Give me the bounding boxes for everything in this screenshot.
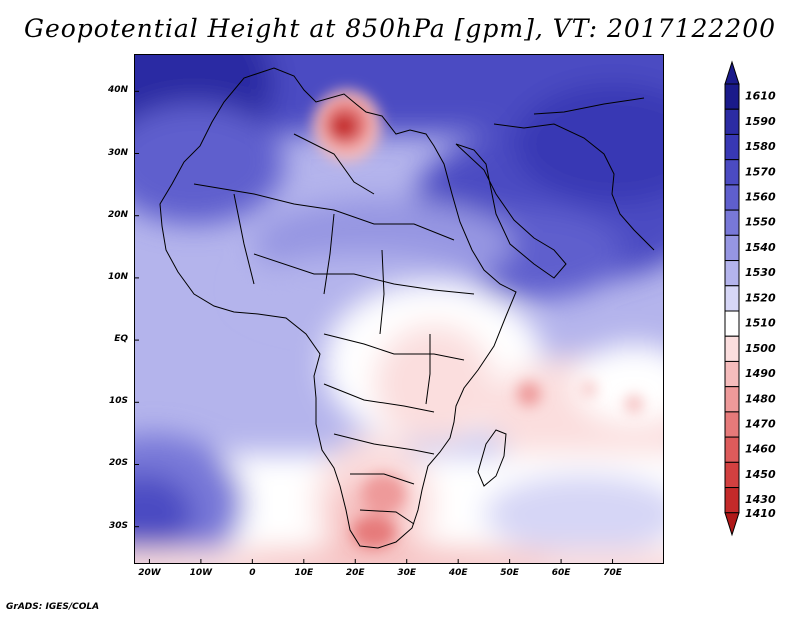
colorbar-label: 1520 — [745, 291, 776, 304]
colorbar-swatch — [724, 436, 740, 463]
colorbar-label: 1590 — [745, 115, 776, 128]
lat-tick-label: 10N — [107, 271, 128, 282]
lon-tick-label: 20W — [138, 568, 161, 578]
colorbar-label: 1480 — [745, 392, 776, 405]
colorbar-swatch — [724, 234, 740, 262]
colorbar-swatch — [724, 159, 740, 186]
lon-tick-label: 10W — [189, 568, 213, 578]
colorbar-swatch — [724, 487, 740, 514]
colorbar-swatch — [724, 310, 740, 337]
axis-ticks — [134, 90, 614, 564]
colorbar-label: 1490 — [745, 367, 776, 380]
colorbar-label: 1530 — [745, 266, 776, 279]
lon-tick-label: 10E — [294, 568, 314, 578]
colorbar-label: 1510 — [745, 317, 776, 330]
colorbar-swatch — [724, 360, 740, 388]
lon-tick-label: 20E — [345, 568, 365, 578]
colorbar-label: 1500 — [745, 342, 776, 355]
lat-tick-label: 30S — [108, 520, 128, 531]
lon-tick-label: 60E — [551, 568, 571, 578]
map-frame — [134, 54, 664, 564]
colorbar-label: 1470 — [745, 418, 776, 431]
lon-tick-label: 30E — [397, 568, 417, 578]
colorbar-top-arrow — [724, 60, 740, 85]
colorbar-swatch — [724, 184, 740, 211]
colorbar-swatch — [724, 411, 740, 438]
coastlines — [159, 67, 655, 549]
map-panel: 40N 30N 20N 10N EQ 10S 20S 30S 20W 10W 0 10E 20E 30E… — [108, 54, 664, 578]
geopotential-map — [134, 54, 664, 564]
lat-tick-label: 20N — [107, 209, 128, 220]
colorbar-swatch — [724, 83, 740, 110]
colorbar-swatch — [724, 260, 740, 287]
colorbar-swatch — [724, 386, 740, 413]
colorbar-label: 1570 — [745, 165, 776, 178]
colorbar-label: 1540 — [745, 241, 776, 254]
footer-credit: GrADS: IGES/COLA — [6, 602, 100, 612]
colorbar-label: 1550 — [745, 216, 776, 229]
colorbar-label: 1610 — [745, 90, 776, 103]
colorbar-bottom-arrow — [724, 512, 740, 537]
lat-tick-label: 30N — [107, 147, 128, 158]
colorbar-label: 1410 — [745, 507, 776, 520]
height-field — [134, 54, 664, 564]
lat-tick-label: EQ — [114, 334, 128, 345]
colorbar-label: 1560 — [745, 191, 776, 204]
colorbar-swatch — [724, 461, 740, 489]
lat-tick-label: 10S — [108, 396, 128, 407]
colorbar-swatch — [724, 133, 740, 161]
lon-tick-label: 0 — [249, 568, 256, 578]
colorbar-label: 1580 — [745, 140, 776, 153]
lat-tick-label: 40N — [107, 85, 128, 96]
colorbar-swatch — [724, 285, 740, 312]
colorbar-label: 1450 — [745, 468, 776, 481]
colorbar-swatch — [724, 108, 740, 135]
colorbar-swatch — [724, 209, 740, 236]
lon-tick-label: 70E — [603, 568, 622, 578]
map-title: Geopotential Height at 850hPa [gpm], VT:… — [23, 14, 777, 43]
colorbar-label: 1430 — [745, 493, 776, 506]
colorbar-label: 1460 — [745, 443, 776, 456]
colorbar-swatch — [724, 335, 740, 362]
lon-tick-label: 40E — [448, 568, 468, 578]
lon-tick-label: 50E — [500, 568, 519, 578]
lat-tick-label: 20S — [108, 458, 128, 469]
